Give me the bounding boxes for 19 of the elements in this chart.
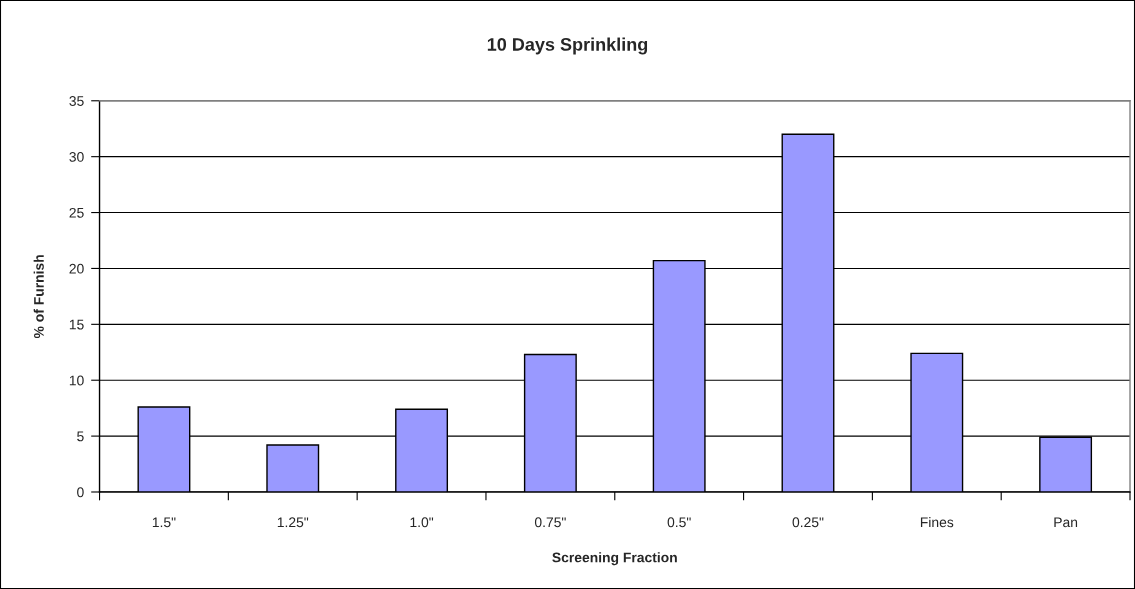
x-tick-label: 1.0" bbox=[410, 517, 434, 528]
x-tick-label: Pan bbox=[1054, 517, 1078, 528]
y-tick-label: 30 bbox=[69, 152, 84, 162]
y-tick-label: 20 bbox=[69, 263, 84, 274]
x-tick-label: 1.5" bbox=[152, 517, 176, 528]
x-tick-label: 0.5" bbox=[667, 517, 691, 528]
x-tick-label: 0.25" bbox=[792, 517, 824, 528]
y-tick-label: 35 bbox=[69, 96, 84, 106]
chart-title: 10 Days Sprinkling bbox=[487, 37, 648, 55]
x-tick-label: 1.25" bbox=[277, 517, 309, 528]
y-tick-label: 5 bbox=[77, 431, 84, 442]
y-tick-label: 10 bbox=[69, 375, 84, 386]
y-tick-label: 0 bbox=[77, 487, 84, 498]
y-axis-title: % of Furnish bbox=[33, 255, 44, 339]
x-tick-label: 0.75" bbox=[534, 517, 566, 528]
x-axis-title: Screening Fraction bbox=[552, 552, 677, 566]
x-tick-label: Fines bbox=[920, 516, 954, 528]
y-tick-label: 15 bbox=[69, 319, 84, 330]
y-tick-label: 25 bbox=[69, 207, 84, 218]
